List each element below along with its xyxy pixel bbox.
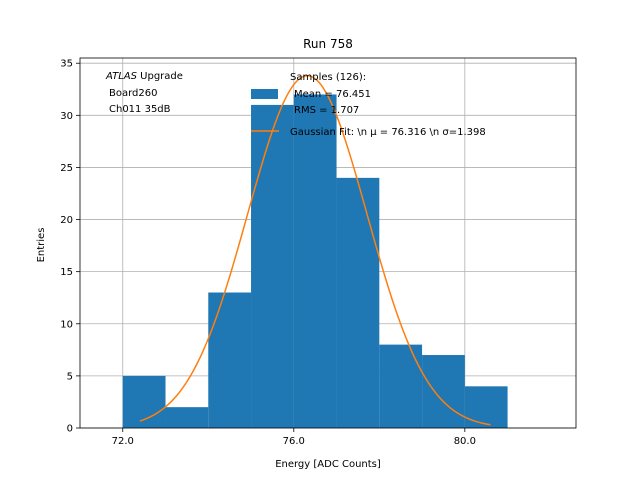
y-tick-label: 35: [60, 59, 73, 70]
atlas-italic-text: ATLAS: [105, 71, 138, 82]
fit-curve-group: [139, 75, 491, 426]
histogram-bar: [379, 344, 423, 428]
histogram-bar: [293, 94, 337, 428]
atlas-annotation: ATLAS Upgrade Board260 Ch011 35dB: [105, 71, 183, 115]
x-tick-label: 76.0: [283, 436, 305, 447]
legend: Samples (126): Mean = 76.451 RMS = 1.707…: [251, 72, 486, 138]
histogram-bar: [336, 177, 380, 428]
legend-hist-line1: Samples (126):: [290, 72, 366, 83]
y-ticks: 0 5 10 15 20 25 30 35: [60, 59, 80, 435]
histogram-bar: [165, 407, 209, 428]
atlas-upgrade-text: Upgrade: [137, 71, 183, 82]
y-tick-label: 10: [60, 319, 73, 330]
legend-fit-label: Gaussian Fit: \n μ = 76.316 \n σ=1.398: [290, 127, 486, 138]
y-tick-label: 5: [67, 371, 73, 382]
legend-hist-swatch: [251, 89, 278, 99]
y-axis-label: Entries: [36, 228, 47, 263]
histogram-bars: [122, 94, 508, 429]
y-tick-label: 25: [60, 163, 73, 174]
gaussian-fit-curve: [139, 75, 491, 426]
x-axis-label: Energy [ADC Counts]: [275, 459, 381, 470]
histogram-bar: [251, 104, 294, 429]
x-ticks: 72.0 76.0 80.0: [112, 428, 476, 447]
annotation-channel: Ch011 35dB: [109, 104, 171, 115]
histogram-bar: [422, 355, 465, 428]
histogram-bar: [208, 292, 252, 428]
histogram-bar: [464, 386, 508, 428]
y-tick-label: 30: [60, 111, 73, 122]
y-tick-label: 15: [60, 267, 73, 278]
annotation-board: Board260: [109, 88, 157, 99]
x-tick-label: 80.0: [454, 436, 476, 447]
legend-hist-line3: RMS = 1.707: [294, 105, 359, 116]
chart-title: Run 758: [303, 37, 353, 51]
legend-hist-line2: Mean = 76.451: [294, 89, 371, 100]
y-tick-label: 20: [60, 215, 73, 226]
x-tick-label: 72.0: [112, 436, 134, 447]
plot-frame: [79, 57, 577, 429]
y-tick-label: 0: [67, 424, 73, 435]
svg-text:ATLAS Upgrade: ATLAS Upgrade: [105, 71, 183, 82]
